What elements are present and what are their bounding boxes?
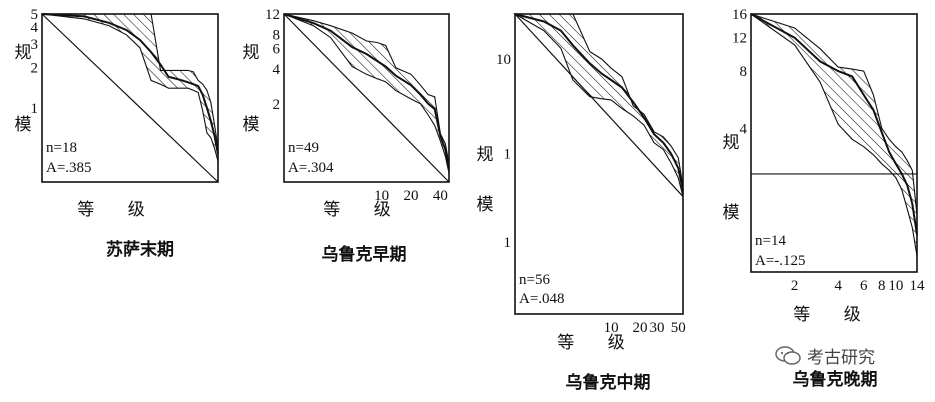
confidence-band — [750, 13, 918, 257]
y-tick-label: 12 — [732, 31, 747, 47]
y-axis-title: 模 — [243, 115, 260, 135]
sample-size-label: n=14 — [755, 233, 786, 249]
x-axis-title: 等 级 — [793, 305, 874, 325]
x-tick-label: 30 — [649, 320, 664, 336]
chart-panel-3: 10 1 1 10 20 30 50 规模等 级 n=56 A=.048 乌鲁克中期 — [477, 13, 686, 393]
x-tick-label: 10 — [604, 320, 619, 336]
rank-size-curve — [514, 13, 684, 192]
a-coefficient-label: A=.048 — [519, 291, 565, 307]
x-tick-label: 8 — [878, 278, 886, 294]
log-normal-reference-line — [514, 13, 684, 197]
sample-size-label: n=49 — [288, 140, 319, 156]
x-tick-label: 4 — [834, 278, 842, 294]
x-tick-label: 20 — [633, 320, 648, 336]
y-tick-label: 6 — [273, 42, 281, 58]
y-tick-label: 4 — [740, 121, 748, 137]
rank-size-curve — [41, 13, 219, 155]
y-tick-label: 4 — [31, 20, 39, 36]
y-tick-label: 8 — [273, 27, 281, 43]
y-tick-label: 12 — [265, 7, 280, 23]
x-tick-label: 10 — [374, 188, 389, 204]
panel-title: 乌鲁克晚期 — [793, 369, 878, 390]
sample-size-label: n=56 — [519, 272, 550, 288]
y-tick-label: 8 — [740, 64, 748, 80]
x-tick-label: 50 — [671, 320, 686, 336]
y-tick-label: 10 — [496, 52, 511, 68]
a-coefficient-label: A=.304 — [288, 160, 334, 176]
y-axis-title: 模 — [723, 203, 740, 223]
sample-size-label: n=18 — [46, 140, 77, 156]
rank-size-curve — [750, 13, 918, 235]
panel-title: 苏萨末期 — [106, 239, 174, 260]
rank-size-curve — [283, 13, 450, 169]
y-tick-label: 5 — [31, 7, 39, 23]
wechat-icon — [775, 345, 801, 365]
y-tick-label: 2 — [31, 60, 39, 76]
x-tick-label: 40 — [433, 188, 448, 204]
y-axis-title: 规 — [15, 43, 32, 63]
plot-frame — [283, 13, 450, 183]
log-normal-reference-line — [41, 13, 219, 183]
y-axis-title: 规 — [243, 43, 260, 63]
y-tick-label: 3 — [31, 37, 39, 53]
y-tick-label: 16 — [732, 7, 748, 23]
plot-frame — [41, 13, 219, 183]
y-tick-label: 4 — [273, 62, 281, 78]
panel-title: 乌鲁克中期 — [566, 372, 651, 393]
x-axis-title: 等 级 — [77, 200, 158, 220]
y-axis-title: 规 — [723, 133, 740, 153]
y-axis-title: 模 — [15, 115, 32, 135]
x-tick-label: 20 — [404, 188, 419, 204]
x-tick-label: 14 — [910, 278, 926, 294]
x-axis-title: 等 级 — [323, 200, 404, 220]
watermark-text: 考古研究 — [807, 348, 875, 368]
x-tick-label: 2 — [791, 278, 799, 294]
x-tick-label: 6 — [860, 278, 868, 294]
log-normal-reference-line — [283, 13, 450, 183]
x-tick-label: 10 — [888, 278, 903, 294]
y-tick-label: 1 — [504, 235, 512, 251]
watermark: 考古研究 — [775, 343, 875, 368]
y-axis-title: 规 — [477, 145, 494, 165]
x-axis-title: 等 级 — [557, 333, 638, 353]
a-coefficient-label: A=-.125 — [755, 253, 806, 269]
y-axis-title: 模 — [477, 195, 494, 215]
y-tick-label: 1 — [31, 101, 39, 117]
plot-frame — [750, 13, 918, 273]
chart-panel-2: 12 86 4 2 10 20 40 规模等 级 n=49 A=.304 乌鲁克早期 — [243, 7, 450, 265]
panel-title: 乌鲁克早期 — [322, 244, 407, 265]
chart-panel-1: 543 2 1 规模等 级 n=18 A=.385 苏萨末期 — [15, 7, 219, 260]
a-coefficient-label: A=.385 — [46, 160, 92, 176]
y-tick-label: 1 — [504, 147, 512, 163]
y-tick-label: 2 — [273, 97, 281, 113]
plot-frame — [514, 13, 684, 315]
